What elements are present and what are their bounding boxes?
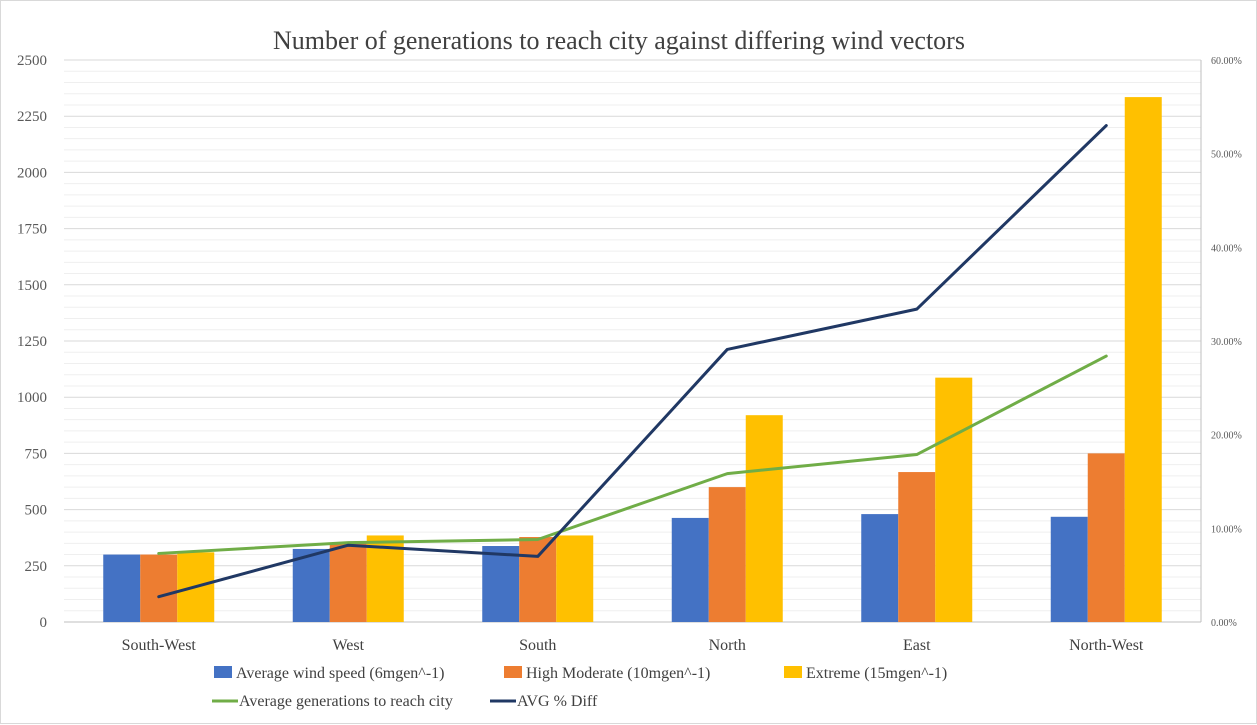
- right-tick-label: 60.00%: [1211, 56, 1242, 67]
- left-axis: 0 250 500 750 1000 1250 1500 1750 2000 2250 2500: [17, 53, 47, 631]
- left-tick-label: 1750: [17, 222, 47, 238]
- gridlines: [64, 59, 1201, 623]
- left-tick-label: 1000: [17, 390, 47, 406]
- bar: [292, 548, 330, 622]
- left-tick-label: 0: [40, 615, 48, 631]
- bar: [898, 472, 936, 622]
- legend-label: Extreme (15mgen^-1): [806, 665, 947, 682]
- legend-swatch: [214, 666, 232, 678]
- bar: [708, 487, 746, 622]
- left-tick-label: 1500: [17, 278, 47, 294]
- bar: [329, 543, 367, 622]
- bar: [861, 514, 899, 622]
- right-tick-label: 10.00%: [1211, 524, 1242, 535]
- right-axis: 0.00% 10.00% 20.00% 30.00% 40.00% 50.00% 60.00…: [1200, 56, 1242, 629]
- left-tick-label: 1250: [17, 334, 47, 350]
- legend-label: Average wind speed (6mgen^-1): [236, 665, 444, 682]
- bar: [556, 535, 594, 622]
- bar: [519, 537, 557, 622]
- category-label: South-West: [122, 637, 197, 654]
- right-tick-label: 0.00%: [1211, 618, 1237, 629]
- left-tick-label: 2250: [17, 109, 47, 125]
- category-label: North: [709, 637, 746, 654]
- bar: [935, 377, 973, 622]
- category-label: East: [903, 637, 931, 654]
- right-tick-label: 40.00%: [1211, 243, 1242, 254]
- legend-swatch: [784, 666, 802, 678]
- chart-title: Number of generations to reach city agai…: [273, 26, 965, 55]
- legend: Average wind speed (6mgen^-1) High Modera…: [212, 665, 947, 710]
- series-line: [157, 354, 1108, 555]
- bar: [1124, 97, 1162, 623]
- category-label: North-West: [1069, 637, 1144, 654]
- bar: [482, 546, 520, 622]
- series-line: [157, 124, 1108, 599]
- left-tick-label: 500: [25, 503, 48, 519]
- bar: [1050, 516, 1088, 622]
- legend-label: High Moderate (10mgen^-1): [526, 665, 710, 682]
- lines: [157, 124, 1108, 599]
- legend-swatch: [504, 666, 522, 678]
- bar: [745, 415, 783, 622]
- right-tick-label: 50.00%: [1211, 150, 1242, 161]
- bar: [366, 535, 404, 622]
- category-label: South: [519, 637, 556, 654]
- bar: [671, 517, 709, 622]
- right-tick-label: 20.00%: [1211, 431, 1242, 442]
- bar: [140, 554, 178, 622]
- bars: [103, 97, 1162, 623]
- category-label: West: [332, 637, 364, 654]
- left-tick-label: 2500: [17, 53, 47, 69]
- right-tick-label: 30.00%: [1211, 337, 1242, 348]
- legend-label: AVG % Diff: [517, 693, 598, 710]
- bar: [103, 554, 141, 622]
- category-labels: South-West West South North East North-West: [122, 637, 1144, 654]
- bar: [1087, 453, 1125, 622]
- left-tick-label: 2000: [17, 165, 47, 181]
- left-tick-label: 250: [25, 559, 48, 575]
- legend-label: Average generations to reach city: [239, 693, 453, 710]
- left-tick-label: 750: [25, 446, 48, 462]
